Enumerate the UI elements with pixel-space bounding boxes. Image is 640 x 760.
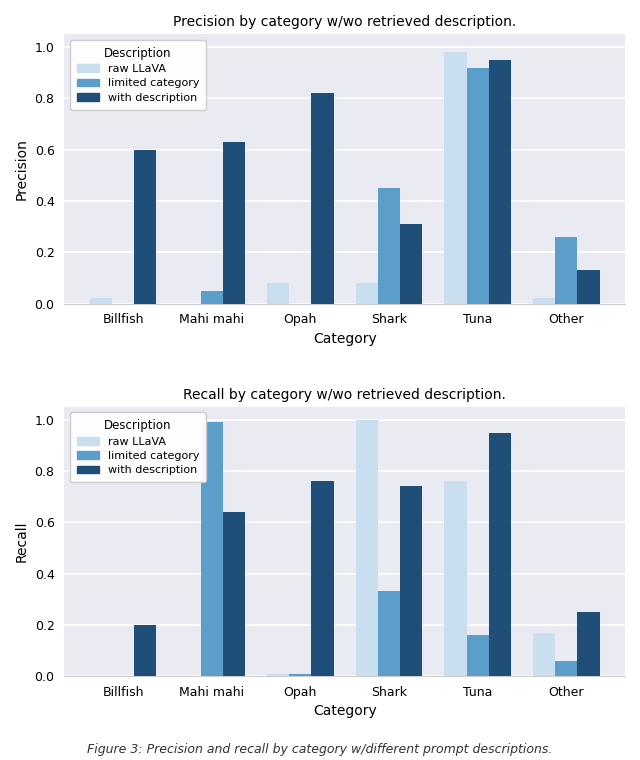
Bar: [489, 60, 511, 303]
Bar: [533, 632, 555, 676]
Y-axis label: Precision: Precision: [15, 138, 29, 200]
Bar: [533, 299, 555, 303]
Legend: raw LLaVA, limited category, with description: raw LLaVA, limited category, with descri…: [70, 413, 206, 482]
Bar: [467, 68, 489, 303]
Bar: [223, 512, 245, 676]
Bar: [577, 612, 600, 676]
Y-axis label: Recall: Recall: [15, 521, 29, 562]
Bar: [134, 150, 156, 303]
Text: Figure 3: Precision and recall by category w/different prompt descriptions.: Figure 3: Precision and recall by catego…: [87, 743, 553, 756]
Title: Precision by category w/wo retrieved description.: Precision by category w/wo retrieved des…: [173, 15, 516, 29]
Legend: raw LLaVA, limited category, with description: raw LLaVA, limited category, with descri…: [70, 40, 206, 109]
Bar: [555, 237, 577, 303]
Bar: [134, 625, 156, 676]
Bar: [312, 93, 333, 303]
Bar: [90, 299, 112, 303]
Bar: [267, 283, 289, 303]
Bar: [267, 673, 289, 676]
Title: Recall by category w/wo retrieved description.: Recall by category w/wo retrieved descri…: [183, 388, 506, 401]
Bar: [444, 481, 467, 676]
Bar: [356, 420, 378, 676]
Bar: [200, 423, 223, 676]
X-axis label: Category: Category: [313, 705, 376, 718]
Bar: [356, 283, 378, 303]
Bar: [312, 481, 333, 676]
Bar: [489, 432, 511, 676]
X-axis label: Category: Category: [313, 332, 376, 346]
Bar: [577, 271, 600, 303]
Bar: [400, 224, 422, 303]
Bar: [555, 660, 577, 676]
Bar: [400, 486, 422, 676]
Bar: [444, 52, 467, 303]
Bar: [378, 591, 400, 676]
Bar: [223, 142, 245, 303]
Bar: [467, 635, 489, 676]
Bar: [289, 673, 312, 676]
Bar: [200, 291, 223, 303]
Bar: [378, 188, 400, 303]
